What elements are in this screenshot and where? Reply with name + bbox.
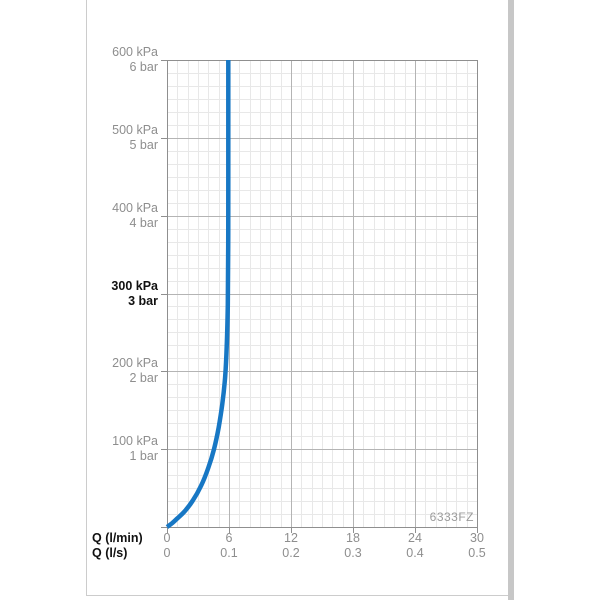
plot-border [167,60,478,528]
x-tick-lmin-6: 6 [225,531,233,545]
y-tick-label-500kpa: 500 kPa 5 bar [58,123,158,153]
x-tick-lmin-18: 18 [346,531,360,545]
y-tick-kpa-text: 200 kPa [112,356,158,371]
product-code-label: 6333FZ [429,510,474,524]
x-tick-ls-0.5: 0.5 [468,546,486,560]
y-tick-label-400kpa: 400 kPa 4 bar [58,201,158,231]
y-tick-kpa-text: 300 kPa [111,278,158,293]
page-left-border [86,0,87,595]
y-tick-bar-text: 5 bar [129,137,159,152]
page-right-edge-bar [508,0,514,600]
x-tick-lmin-0: 0 [163,531,171,545]
y-tick-label-200kpa: 200 kPa 2 bar [58,356,158,386]
y-tick-kpa-text: 600 kPa [112,45,158,59]
x-axis-unit-lmin: Q (l/min) [92,531,143,545]
y-tick-bar-text: 3 bar [128,293,158,308]
x-tick-ls-0: 0 [163,546,171,560]
y-tick-kpa-text: 500 kPa [112,122,158,137]
x-tick-ls-0.3: 0.3 [344,546,362,560]
y-tick-bar-text: 4 bar [129,215,159,230]
y-tick-bar-text: 6 bar [129,60,159,74]
x-tick-ls-0.4: 0.4 [406,546,424,560]
x-tick-lmin-30: 30 [470,531,484,545]
x-axis-unit-ls: Q (l/s) [92,546,128,560]
y-tick-kpa-text: 100 kPa [112,434,158,449]
x-tick-ls-0.2: 0.2 [282,546,300,560]
y-tick-label-300kpa: 300 kPa 3 bar [58,279,158,309]
x-tick-ls-0.1: 0.1 [220,546,238,560]
y-tick-kpa-text: 400 kPa [112,200,158,215]
page-bottom-border [86,595,511,596]
x-tick-lmin-24: 24 [408,531,422,545]
x-tick-lmin-12: 12 [284,531,298,545]
flow-curve [165,60,231,529]
y-tick-label-600kpa: 600 kPa 6 bar [58,45,158,75]
y-tick-bar-text: 2 bar [129,371,159,386]
y-tick-bar-text: 1 bar [129,449,159,464]
y-tick-label-100kpa: 100 kPa 1 bar [58,434,158,464]
